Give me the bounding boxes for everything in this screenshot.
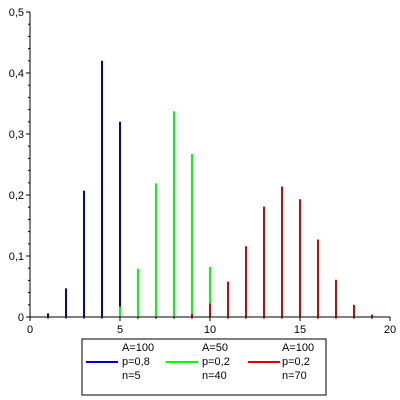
legend-label-series-2: A=50 (202, 342, 228, 354)
y-tick-label: 0,5 (9, 7, 24, 19)
y-tick-label: 0,3 (9, 129, 24, 141)
legend-label-series-1: p=0,8 (122, 356, 150, 368)
x-tick-label: 20 (384, 324, 396, 336)
x-tick-label: 15 (294, 324, 306, 336)
legend: A=100 p=0,8 n=5 A=50 p=0,2 n=40 A=100 p=0,2 n=70 (81, 338, 327, 396)
ticks-layer: 0 5 10 15 20 0 0,1 0,2 0,3 0,4 0,5 (9, 7, 396, 336)
legend-label-series-3: p=0,2 (282, 356, 310, 368)
y-tick-label: 0,2 (9, 190, 24, 202)
legend-label-series-2: n=40 (202, 370, 227, 382)
legend-box (81, 338, 327, 396)
x-tick-label: 10 (204, 324, 216, 336)
bars-layer (47, 60, 373, 317)
legend-label-series-3: n=70 (282, 370, 307, 382)
legend-label-series-3: A=100 (282, 342, 314, 354)
x-tick-label: 5 (117, 324, 123, 336)
y-tick-label: 0,1 (9, 251, 24, 263)
y-tick-label: 0,4 (9, 68, 24, 80)
legend-label-series-1: n=5 (122, 370, 141, 382)
legend-label-series-1: A=100 (122, 342, 154, 354)
x-tick-label: 0 (27, 324, 33, 336)
legend-label-series-2: p=0,2 (202, 356, 230, 368)
y-tick-label: 0 (18, 312, 24, 324)
